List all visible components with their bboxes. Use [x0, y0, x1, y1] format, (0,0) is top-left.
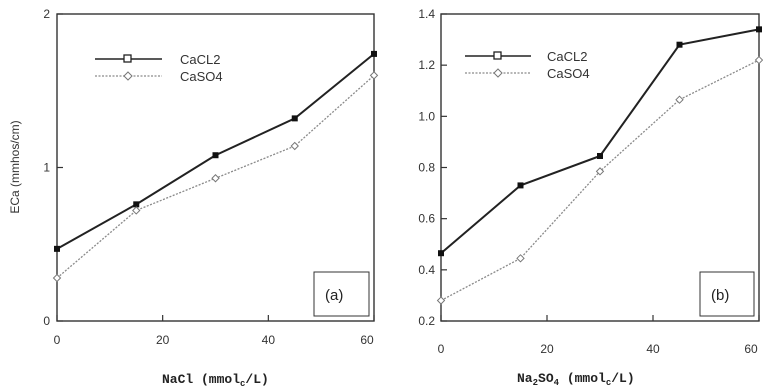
chart-a-xlabel-main: NaCl (mmol	[162, 372, 240, 387]
chart-b-point-caso4-4	[754, 55, 763, 65]
chart-b-point-caso4-3	[675, 95, 684, 104]
chart-b-ytick-label-1: 0.4	[418, 263, 435, 277]
legend-b-label-cacl2: CaCL2	[547, 49, 587, 64]
chart-b-point-caso4-0	[436, 296, 446, 305]
chart-b-legend: CaCL2 CaSO4	[465, 49, 590, 81]
chart-a-point-cacl2-0	[54, 245, 60, 252]
chart-b-point-cacl2-1	[517, 182, 524, 189]
chart-a-point-caso4-4	[369, 71, 379, 80]
chart-b-point-caso4-2	[595, 167, 605, 176]
chart-b-xlabel-main: Na	[517, 371, 533, 386]
chart-a-ylabel: ECa (mmhos/cm)	[8, 120, 22, 213]
chart-b-series	[436, 26, 763, 305]
chart-b-xlabel-tail: /L)	[611, 371, 634, 386]
legend-a-marker-caso4	[123, 71, 133, 81]
chart-b-line-caso4	[440, 59, 760, 302]
chart-b-point-cacl2-3	[676, 41, 683, 48]
chart-a-point-caso4-0	[52, 273, 62, 283]
chart-b-xlabel-mid2: (mmol	[559, 371, 606, 386]
chart-a-ytick-label-1: 1	[43, 161, 50, 175]
legend-b-label-caso4: CaSO4	[547, 66, 590, 81]
legend-b-marker-caso4	[493, 68, 503, 78]
legend-a-label-caso4: CaSO4	[180, 69, 223, 84]
chart-b-point-caso4-1	[516, 254, 525, 263]
chart-a-point-cacl2-3	[291, 115, 298, 122]
chart-a-point-cacl2-2	[212, 152, 219, 159]
chart-b-xlabel-sub: c	[606, 378, 611, 388]
chart-b-ytick-label-2: 0.6	[418, 212, 435, 226]
chart-a-xlabel-sub: c	[240, 379, 245, 388]
chart-b-ytick-label-0: 0.2	[418, 314, 435, 328]
chart-b-xlabel-sub2: 4	[554, 378, 560, 388]
chart-a-panel-label-box	[313, 271, 370, 317]
chart-b-xtick-label-0: 0	[438, 342, 445, 356]
chart-b-xtick-label-1: 20	[540, 342, 554, 356]
chart-b-line-cacl2	[440, 28, 760, 254]
chart-a-xtick-label-3: 60	[360, 333, 374, 347]
chart-a-xlabel: NaCl (mmolc/L)	[162, 372, 269, 388]
legend-a-marker-cacl2	[123, 54, 132, 63]
chart-a-point-caso4-2	[211, 174, 220, 183]
chart-a-series	[52, 50, 379, 283]
legend-a-label-cacl2: CaCL2	[180, 52, 220, 67]
chart-b-point-cacl2-2	[597, 152, 603, 159]
chart-a-xtick-label-0: 0	[54, 333, 61, 347]
chart-b: 0.2 0.4 0.6 0.8 1.0 1.2 1.4 0 20 40 60 CaCL2 CaSO4…	[418, 7, 763, 388]
chart-a-ytick-label-0: 0	[43, 314, 50, 328]
chart-a-xtick-label-1: 20	[156, 333, 170, 347]
chart-a-xtick-label-2: 40	[262, 333, 276, 347]
chart-b-xlabel-mid: SO	[538, 371, 554, 386]
chart-b-panel-label: (b)	[711, 287, 729, 304]
chart-a-point-cacl2-1	[133, 201, 140, 208]
chart-a-ytick-label-2: 2	[43, 7, 50, 21]
chart-b-xlabel-sub1: 2	[533, 378, 538, 388]
chart-a-point-caso4-3	[290, 141, 299, 151]
chart-b-ticks: 0.2 0.4 0.6 0.8 1.0 1.2 1.4 0 20 40 60	[418, 7, 760, 356]
chart-a-point-cacl2-4	[371, 50, 377, 57]
chart-b-ytick-label-4: 1.0	[418, 109, 435, 123]
chart-b-ytick-label-6: 1.4	[418, 7, 435, 21]
chart-b-point-cacl2-4	[756, 26, 762, 33]
chart-b-panel-label-box	[699, 271, 755, 317]
chart-b-point-cacl2-0	[438, 250, 444, 257]
legend-b-marker-cacl2	[493, 51, 502, 60]
chart-a-legend: CaCL2 CaSO4	[95, 52, 223, 84]
chart-b-xtick-label-2: 40	[646, 342, 660, 356]
chart-b-xtick-label-3: 60	[744, 342, 758, 356]
chart-a-point-caso4-1	[132, 206, 141, 215]
chart-a-panel-label: (a)	[325, 287, 343, 304]
chart-b-ytick-label-3: 0.8	[418, 161, 435, 175]
chart-b-ytick-label-5: 1.2	[418, 58, 435, 72]
chart-b-xlabel: Na2SO4 (mmolc/L)	[517, 371, 635, 388]
chart-a-xlabel-tail: /L)	[245, 372, 268, 387]
